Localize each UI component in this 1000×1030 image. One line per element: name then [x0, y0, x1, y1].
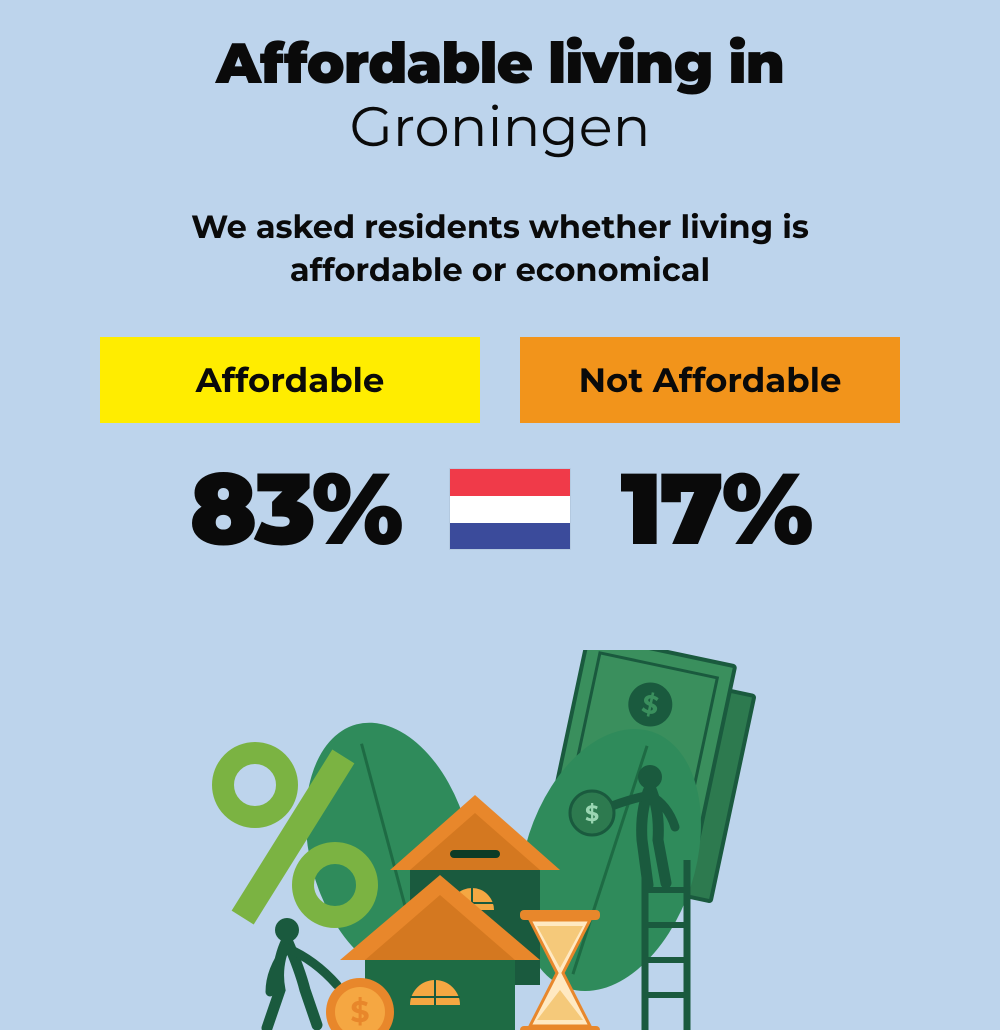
flag-stripe-red	[450, 469, 570, 496]
stats-row: Affordable Not Affordable	[0, 337, 1000, 423]
stat-not-affordable: Not Affordable	[520, 337, 900, 423]
title-line-1: Affordable living in	[0, 30, 1000, 98]
stat-affordable: Affordable	[100, 337, 480, 423]
svg-text:$: $	[350, 993, 369, 1030]
flag-stripe-blue	[450, 523, 570, 550]
label-affordable: Affordable	[100, 337, 480, 423]
label-not-affordable: Not Affordable	[520, 337, 900, 423]
infographic-container: Affordable living in Groningen We asked …	[0, 0, 1000, 570]
title-line-2: Groningen	[0, 93, 1000, 161]
percent-not-affordable: 17%	[620, 448, 810, 570]
flag-stripe-white	[450, 496, 570, 523]
percent-affordable: 83%	[190, 448, 401, 570]
subheading: We asked residents whether living is aff…	[120, 206, 880, 292]
housing-money-illustration: $	[190, 650, 810, 1030]
percent-row: 83% 17%	[0, 448, 1000, 570]
svg-text:$: $	[585, 800, 599, 827]
netherlands-flag-icon	[450, 469, 570, 549]
